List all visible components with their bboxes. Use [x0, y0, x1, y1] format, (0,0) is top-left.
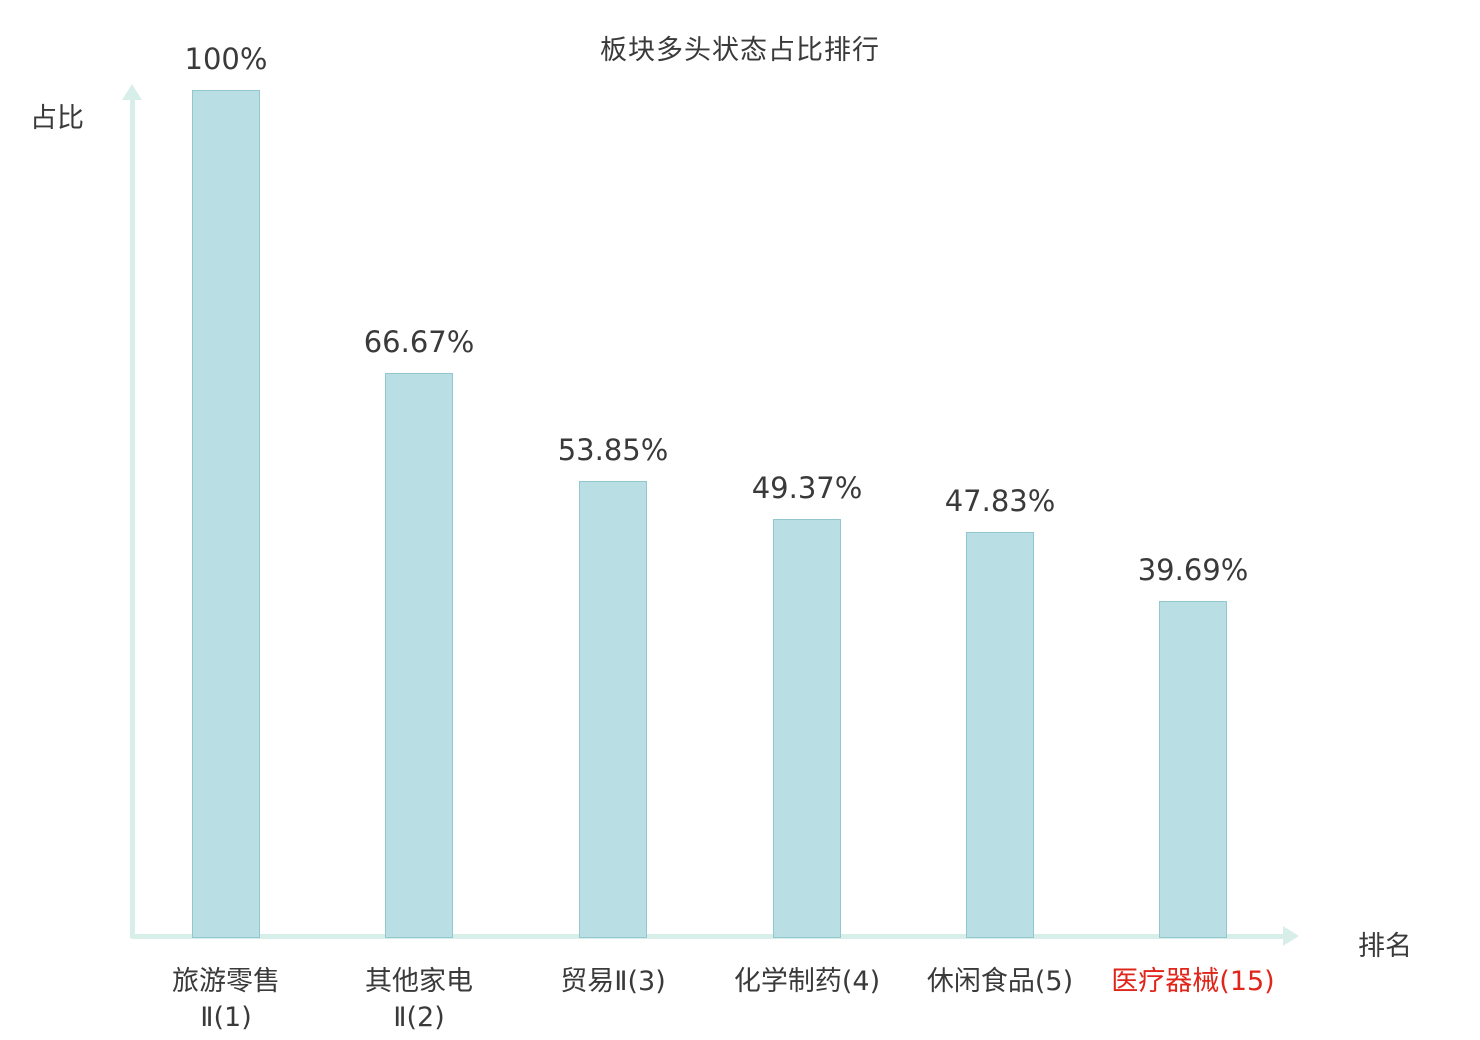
bar-value-label: 53.85% — [557, 433, 669, 467]
bar — [385, 373, 453, 938]
bar-value-label: 39.69% — [1137, 553, 1249, 587]
bar — [773, 519, 841, 938]
bar — [579, 481, 647, 938]
y-axis-line — [130, 98, 135, 939]
x-axis-label: 排名 — [1358, 931, 1412, 962]
bar-category-label: 医疗器械(15) — [1111, 966, 1275, 997]
x-axis-line — [130, 934, 1285, 939]
bar-category-label: 贸易Ⅱ(3) — [560, 966, 666, 997]
chart-title: 板块多头状态占比排行 — [600, 35, 880, 66]
bar-value-label: 49.37% — [751, 471, 863, 505]
bar-value-label: 47.83% — [944, 484, 1056, 518]
bar-category-label: 休闲食品(5) — [926, 966, 1074, 997]
bar-category-label: 旅游零售 Ⅱ(1) — [172, 966, 280, 1034]
y-axis-label: 占比 — [30, 103, 84, 134]
bar — [1159, 601, 1227, 938]
bar-value-label: 100% — [184, 42, 268, 76]
bar-category-label: 其他家电 Ⅱ(2) — [365, 966, 473, 1034]
y-axis-arrowhead-icon — [122, 84, 142, 100]
bar — [966, 532, 1034, 938]
bar-category-label: 化学制药(4) — [733, 966, 881, 997]
bar-value-label: 66.67% — [363, 325, 475, 359]
bar — [192, 90, 260, 938]
x-axis-arrowhead-icon — [1283, 926, 1299, 946]
